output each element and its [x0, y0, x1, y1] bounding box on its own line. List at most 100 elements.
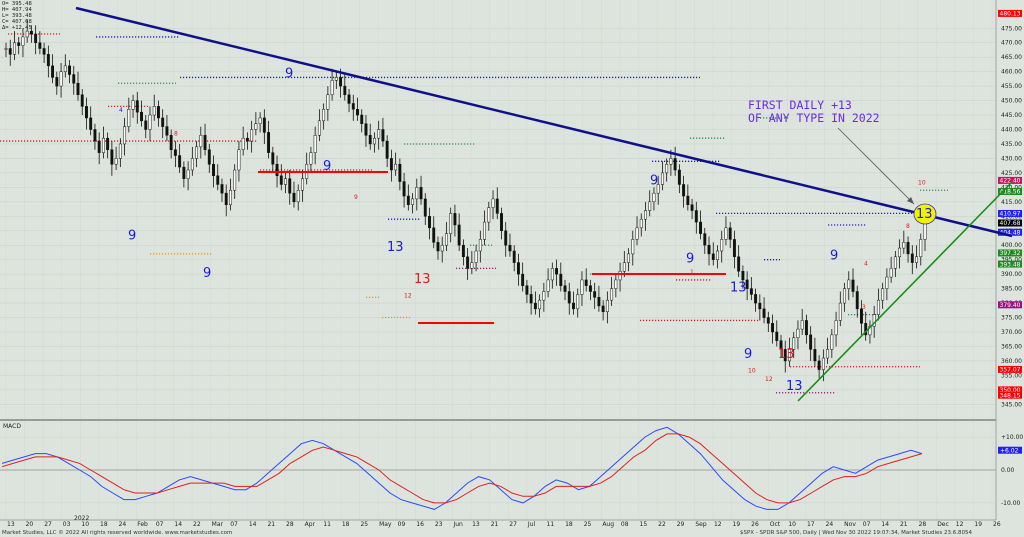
price-label-box	[998, 301, 1022, 309]
count-marker: 9	[285, 66, 293, 81]
candle-body	[749, 288, 753, 295]
candle-body	[779, 340, 783, 350]
candle-body	[716, 250, 719, 260]
x-tick-label: 23	[435, 521, 443, 528]
count-marker: 13	[730, 281, 747, 296]
candle-body	[533, 302, 537, 310]
candle-body	[669, 158, 673, 165]
annotation-arrowhead	[907, 197, 914, 204]
candle-body	[466, 256, 470, 269]
macd-tick-label: +10.00	[1001, 434, 1023, 441]
candle-body	[288, 178, 292, 194]
x-tick-label: 07	[156, 521, 164, 528]
macd-line	[1, 426, 923, 510]
price-axis: 345.00 350.00 355.00 360.00 365.00 370.00 375.…	[995, 0, 1022, 520]
x-tick-label: Mar	[212, 521, 224, 528]
candle-body	[572, 302, 575, 310]
x-tick-label: 28	[919, 521, 927, 528]
x-tick-label: 22	[658, 521, 666, 528]
x-tick-label: 12	[714, 521, 722, 528]
price-label: 418.56	[1000, 189, 1021, 196]
candle-body	[737, 256, 741, 272]
candle-body	[449, 213, 453, 234]
x-tick-label: 08	[621, 521, 629, 528]
candle-body	[864, 323, 868, 336]
candle-body	[203, 135, 207, 151]
price-label: 348.15	[1000, 392, 1021, 399]
x-tick-label: May	[379, 521, 392, 528]
candle-body	[212, 163, 215, 177]
candle-body	[529, 294, 533, 304]
x-tick-label: 26	[993, 521, 1001, 528]
candle-body	[101, 137, 105, 153]
candle-body	[868, 325, 872, 336]
candle-body	[161, 117, 165, 127]
candle-body	[902, 242, 906, 249]
price-label: 410.97	[1000, 211, 1021, 218]
candle-body	[207, 149, 211, 165]
candle-body	[250, 129, 254, 142]
price-label: 379.40	[1000, 302, 1021, 309]
candle-body	[199, 135, 203, 148]
x-tick-label: 18	[342, 521, 350, 528]
price-label: 393.48	[1000, 261, 1021, 268]
candle-body	[267, 132, 271, 153]
count-marker: 9	[128, 228, 136, 243]
candle-body	[89, 117, 93, 130]
candle-body	[508, 244, 512, 252]
price-tick-label: 400.00	[1001, 242, 1022, 249]
candle-body	[360, 114, 364, 124]
x-tick-label: 29	[677, 521, 685, 528]
price-grid	[0, 0, 996, 520]
count-marker: 4	[119, 107, 123, 114]
ohlc-high: H= 407.94	[2, 7, 32, 13]
price-tick-label: 345.00	[1001, 401, 1022, 408]
candlesticks	[4, 19, 927, 382]
candle-body	[872, 314, 876, 327]
count-marker: 13	[387, 240, 404, 255]
x-tick-label: 18	[100, 521, 108, 528]
candle-body	[665, 163, 669, 174]
candle-body	[525, 285, 529, 295]
candle-body	[72, 74, 76, 84]
candle-body	[631, 239, 635, 255]
candle-body	[178, 155, 182, 168]
count-marker: 10	[748, 368, 756, 375]
count-marker: 12	[404, 292, 412, 299]
signal-line	[1, 433, 923, 504]
candle-body	[516, 262, 520, 275]
candle-body	[707, 244, 711, 255]
annotation-arrow	[837, 127, 915, 205]
candle-body	[114, 158, 118, 165]
candle-body	[110, 149, 114, 165]
candle-body	[444, 233, 448, 246]
price-label: 350.00	[1000, 387, 1021, 394]
x-tick-label: 11	[547, 521, 555, 528]
candle-body	[38, 42, 42, 49]
x-tick-label: Dec	[937, 521, 949, 528]
candle-body	[233, 169, 237, 191]
candle-body	[42, 48, 46, 55]
candle-body	[821, 357, 825, 370]
candle-body	[186, 169, 190, 179]
candle-body	[919, 239, 923, 258]
candle-body	[372, 137, 376, 145]
candle-body	[148, 114, 152, 130]
candle-body	[788, 349, 791, 362]
x-tick-label: 19	[733, 521, 741, 528]
candle-body	[457, 224, 461, 246]
candle-body	[648, 201, 652, 211]
candle-body	[165, 126, 169, 136]
candle-body	[292, 192, 296, 203]
candle-body	[699, 221, 702, 234]
candle-body	[521, 273, 525, 286]
x-tick-label: 27	[509, 521, 517, 528]
footer-copyright: Market Studies, LLC © 2022 All rights re…	[2, 529, 232, 536]
candle-body	[584, 279, 588, 286]
candle-body	[910, 253, 914, 263]
x-tick-label: 28	[286, 521, 294, 528]
x-tick-label: 16	[416, 521, 424, 528]
candle-body	[190, 158, 194, 171]
candle-body	[677, 169, 681, 185]
candle-body	[313, 135, 317, 153]
